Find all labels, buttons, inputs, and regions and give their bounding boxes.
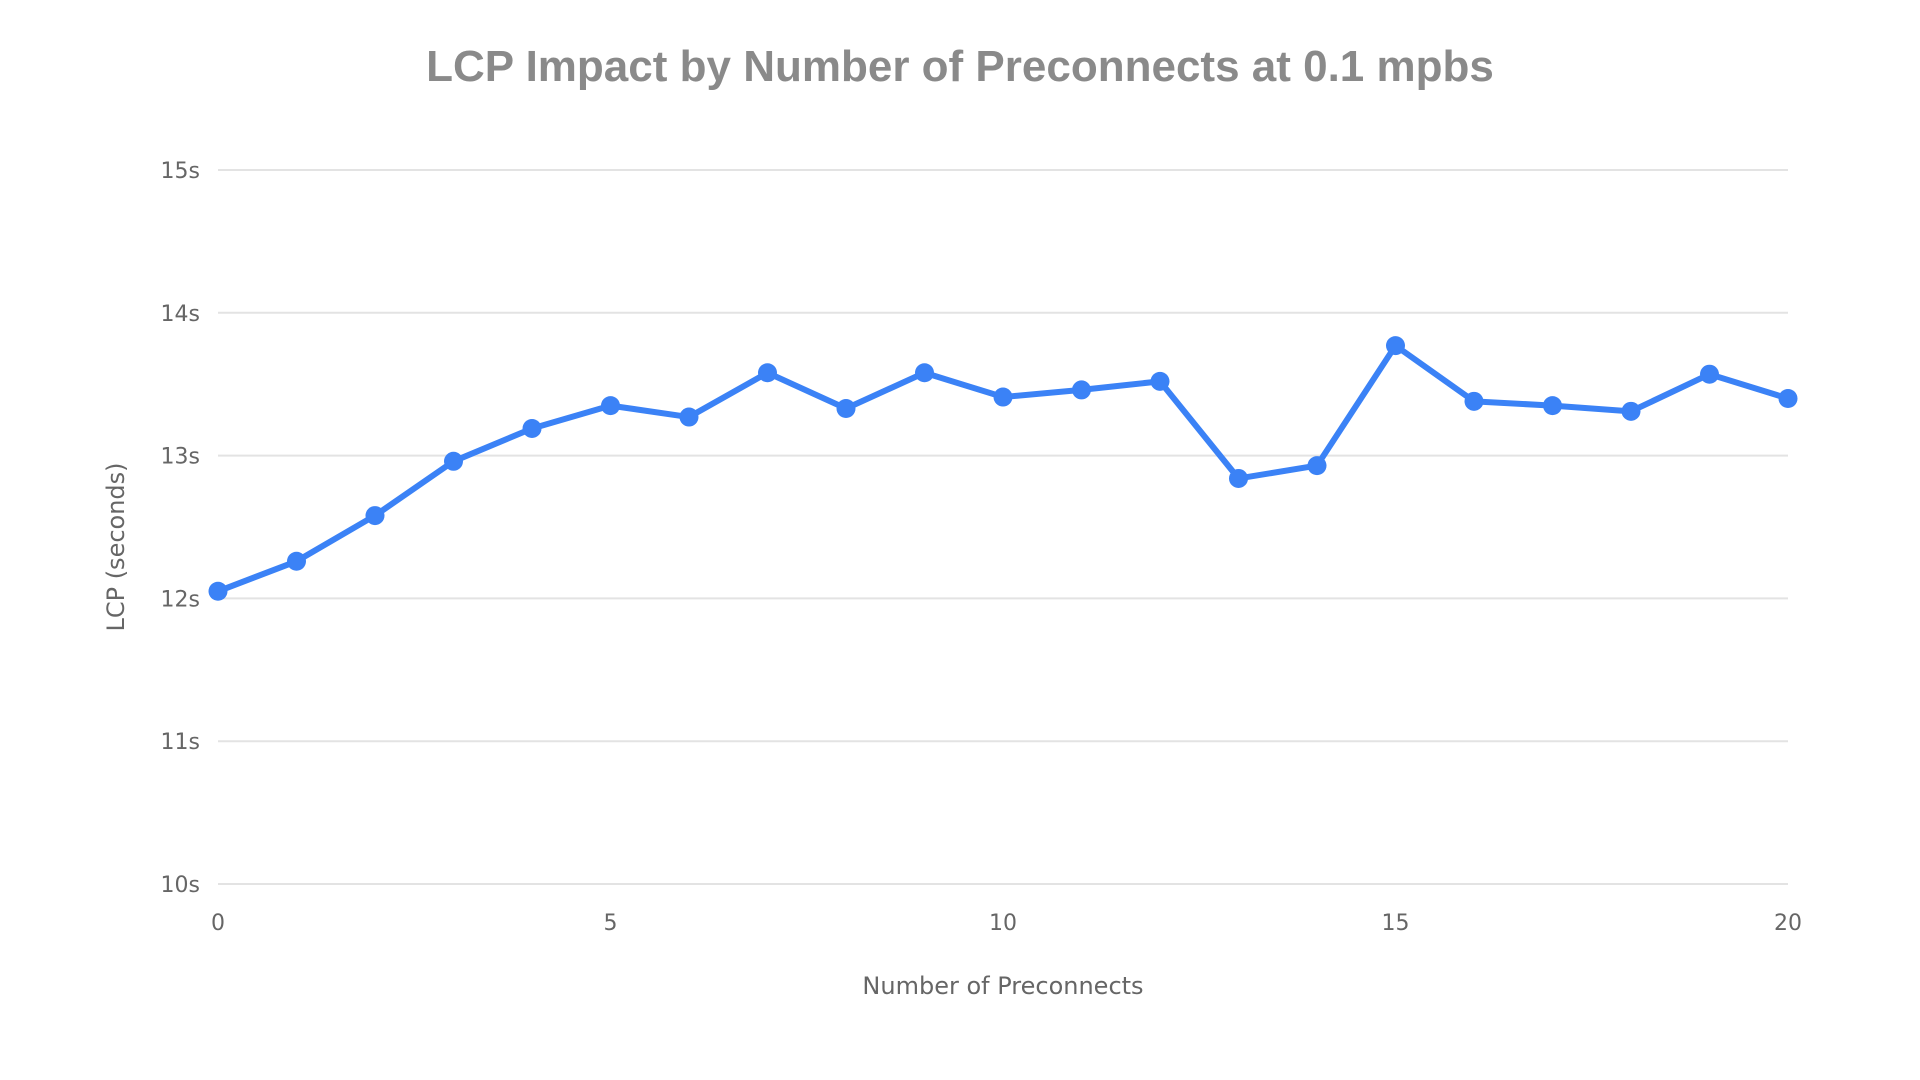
- data-point: [836, 398, 856, 418]
- data-point: [444, 451, 463, 471]
- data-point: [1464, 391, 1484, 411]
- data-point: [1386, 336, 1405, 356]
- y-axis-label: LCP (seconds): [102, 462, 130, 631]
- data-point: [993, 387, 1013, 407]
- data-point: [1621, 401, 1641, 421]
- data-point: [601, 396, 620, 416]
- data-point: [1150, 371, 1170, 391]
- x-tick-label: 15: [1382, 911, 1410, 936]
- data-point: [1229, 468, 1248, 488]
- data-point: [1307, 456, 1327, 476]
- data-point: [1778, 388, 1798, 408]
- data-point: [758, 363, 777, 383]
- data-point: [1072, 380, 1091, 400]
- y-tick-label: 13s: [161, 445, 200, 470]
- chart-title: LCP Impact by Number of Preconnects at 0…: [426, 42, 1494, 91]
- data-point: [365, 506, 385, 526]
- data-point: [1543, 396, 1562, 416]
- data-point: [208, 581, 228, 601]
- y-tick-label: 10s: [161, 873, 200, 898]
- data-point: [915, 363, 934, 383]
- x-tick-label: 5: [604, 911, 618, 936]
- x-axis-label: Number of Preconnects: [862, 972, 1143, 1000]
- data-point: [679, 407, 699, 427]
- y-tick-label: 12s: [161, 587, 200, 612]
- x-tick-label: 0: [211, 911, 225, 936]
- y-tick-label: 15s: [161, 159, 200, 184]
- x-tick-label: 10: [989, 911, 1017, 936]
- x-tick-label: 20: [1774, 911, 1802, 936]
- data-point: [287, 551, 306, 571]
- y-tick-label: 14s: [161, 302, 200, 327]
- data-point: [1700, 364, 1719, 384]
- y-tick-label: 11s: [161, 730, 200, 755]
- data-point: [522, 418, 542, 438]
